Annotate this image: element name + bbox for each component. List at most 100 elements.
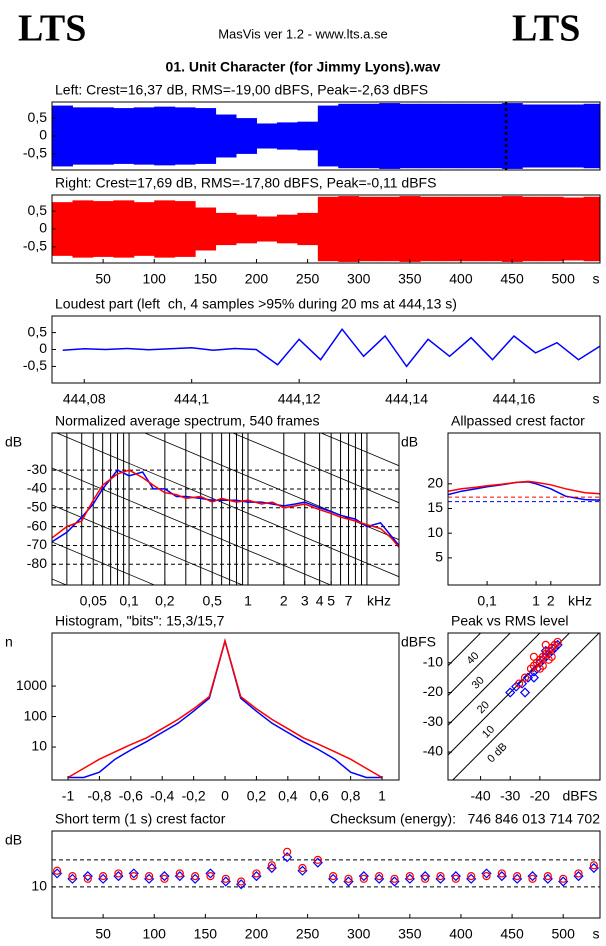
x-axis-label: s [593, 391, 600, 407]
waveform-envelope [481, 196, 503, 262]
x-tick-label: -1 [62, 788, 75, 804]
x-tick-label: 450 [500, 926, 524, 942]
waveform-envelope [236, 214, 257, 244]
point [527, 871, 538, 882]
point [497, 869, 506, 878]
x-tick-label: 300 [347, 926, 371, 942]
point [558, 876, 569, 887]
waveform-envelope [72, 200, 94, 258]
point [129, 872, 138, 881]
waveform-envelope [338, 196, 360, 262]
plot-area [52, 847, 600, 890]
x-tick-label: 0,1 [119, 593, 139, 609]
y-tick-label: -40 [423, 743, 443, 759]
point [328, 873, 339, 884]
y-tick-label: 10 [31, 738, 47, 754]
waveform-envelope [256, 216, 278, 242]
point [559, 874, 568, 883]
point [283, 847, 292, 856]
waveform-envelope [154, 106, 176, 166]
x-axis-label: s [593, 271, 600, 287]
x-tick-label: -0,6 [119, 788, 143, 804]
point [374, 873, 385, 884]
point [343, 876, 354, 887]
point [267, 861, 276, 870]
point [574, 869, 583, 878]
y-tick-label: 0 [39, 127, 47, 143]
y-axis-label: dB [5, 832, 22, 848]
waveform-envelope [379, 103, 401, 169]
point [236, 879, 247, 890]
plot-frame [51, 632, 400, 781]
x-tick-label: 0,6 [310, 788, 330, 804]
plot-area [448, 633, 600, 780]
x-tick-label: 4 [316, 593, 324, 609]
point [83, 874, 92, 883]
y-tick-label: -50 [27, 498, 47, 514]
logo-left: LTS [18, 8, 86, 50]
point [114, 869, 123, 878]
y-axis-label: n [5, 634, 13, 650]
waveform-envelope [133, 107, 155, 165]
x-tick-label: -0,8 [87, 788, 111, 804]
waveform-envelope [542, 104, 564, 168]
x-tick-label: 0,4 [278, 788, 298, 804]
point [358, 871, 369, 882]
panel-title: Allpassed crest factor [451, 413, 585, 429]
point [436, 872, 445, 881]
point [191, 872, 200, 881]
waveform-envelope [440, 196, 462, 262]
plot-frame [51, 315, 601, 384]
point [344, 874, 353, 883]
point [160, 874, 169, 883]
panel-title: Short term (1 s) crest factor [55, 811, 226, 827]
x-tick-label: 0,2 [247, 788, 267, 804]
point [389, 876, 400, 887]
file-name: 01. Unit Character (for Jimmy Lyons).wav [166, 59, 441, 75]
x-tick-label: 400 [449, 271, 473, 287]
waveform-envelope [52, 105, 73, 167]
point [420, 871, 431, 882]
y-tick-label: 20 [427, 475, 443, 491]
y-tick-label: 0,5 [28, 202, 48, 218]
x-tick-label: 250 [296, 271, 320, 287]
panel-title: Right: Crest=17,69 dB, RMS=-17,80 dBFS, … [55, 175, 436, 191]
x-tick-label: 444,14 [385, 391, 428, 407]
waveform-envelope [522, 196, 544, 262]
waveform-envelope [92, 107, 114, 165]
x-tick-label: 350 [398, 271, 422, 287]
point [375, 872, 384, 881]
point [588, 862, 599, 874]
waveform-envelope [276, 122, 298, 150]
point [573, 871, 584, 882]
logo-right: LTS [512, 8, 580, 50]
point [144, 873, 155, 884]
waveform-envelope [72, 107, 94, 165]
point [390, 874, 399, 883]
point [251, 871, 262, 882]
point [252, 869, 261, 878]
waveform-envelope [338, 103, 360, 169]
waveform-envelope [174, 107, 196, 165]
point [528, 874, 537, 883]
x-tick-label: -0,2 [182, 788, 206, 804]
x-tick-label: 0,05 [80, 593, 107, 609]
y-tick-label: -0,5 [23, 357, 47, 373]
point [220, 876, 231, 887]
point [99, 872, 108, 881]
x-tick-label: 150 [194, 926, 218, 942]
plot-frame [51, 101, 601, 171]
point [98, 873, 109, 884]
point [542, 873, 553, 884]
annotation: Checksum (energy): 746 846 013 714 702 [330, 811, 600, 827]
point [206, 872, 215, 881]
x-tick-label: 200 [245, 271, 269, 287]
point [359, 874, 368, 883]
x-tick-label: 100 [143, 271, 167, 287]
waveform-envelope [215, 212, 237, 246]
y-axis-label: dB [5, 434, 22, 450]
x-tick-label: 444,08 [63, 391, 106, 407]
x-tick-label: -0,4 [150, 788, 174, 804]
waveform-envelope [133, 202, 155, 256]
